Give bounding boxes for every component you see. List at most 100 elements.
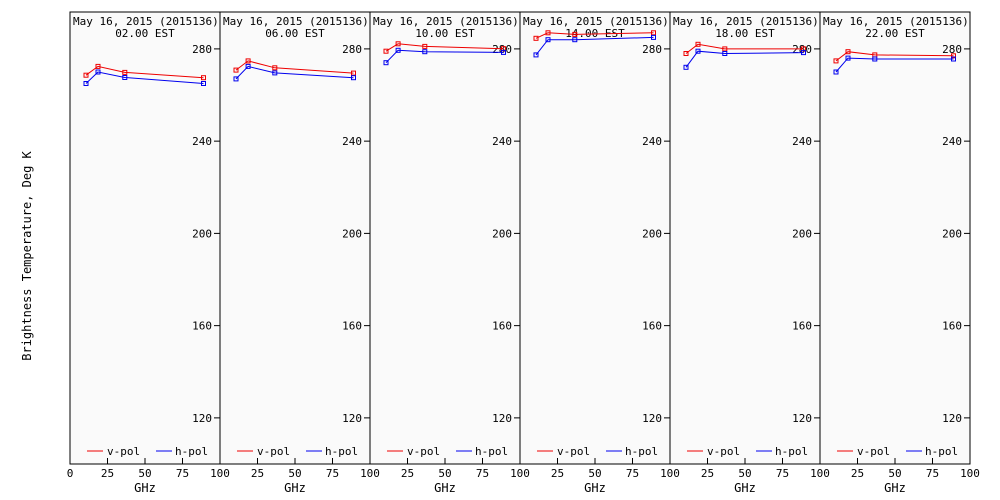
x-tick-label: 50	[588, 467, 601, 480]
legend-h-pol-label: h-pol	[775, 445, 808, 458]
v-pol-point	[383, 48, 389, 54]
v-pol-point	[122, 69, 128, 75]
h-pol-point	[201, 81, 206, 86]
panel-title: May 16, 2015 (2015136)	[673, 15, 819, 28]
legend-h-pol-label: h-pol	[625, 445, 658, 458]
v-pol-point	[351, 70, 356, 76]
y-tick-label: 120	[942, 412, 962, 425]
v-pol-point	[545, 30, 551, 36]
panel-title: May 16, 2015 (2015136)	[223, 15, 369, 28]
v-pol-line	[685, 43, 804, 54]
x-tick-label: 25	[701, 467, 714, 480]
y-tick-label: 160	[492, 320, 512, 333]
x-tick-label: 75	[626, 467, 639, 480]
v-pol-point	[833, 58, 839, 64]
y-tick-label: 200	[342, 227, 362, 240]
y-tick-label: 240	[942, 135, 962, 148]
v-pol-point	[722, 46, 728, 52]
h-pol-point	[422, 49, 428, 55]
h-pol-line	[685, 50, 804, 68]
y-tick-label: 280	[642, 43, 662, 56]
h-pol-point	[245, 63, 251, 69]
x-axis-label: GHz	[134, 481, 156, 495]
panel-3: May 16, 2015 (2015136)10.00 EST 120 160 200…	[369, 11, 530, 495]
legend-v-pol-label: v-pol	[857, 445, 890, 458]
h-pol-point	[872, 56, 878, 62]
h-pol-line	[85, 71, 204, 84]
y-tick-label: 120	[492, 412, 512, 425]
v-pol-point	[395, 41, 401, 47]
h-pol-point	[383, 60, 389, 66]
x-tick-label: 100	[660, 467, 680, 480]
legend-h-pol-label: h-pol	[925, 445, 958, 458]
v-pol-point	[695, 41, 701, 47]
h-pol-point	[95, 69, 101, 75]
v-pol-point	[201, 75, 206, 81]
h-pol-line	[835, 57, 954, 73]
v-pol-line	[835, 51, 954, 62]
h-pol-point	[695, 48, 701, 54]
panel-6: May 16, 2015 (2015136)22.00 EST 120 160 200…	[819, 11, 980, 495]
panel-2: May 16, 2015 (2015136)06.00 EST 120 160 200…	[219, 11, 380, 495]
panel-subtitle: 10.00 EST	[415, 27, 475, 40]
h-pol-point	[651, 34, 656, 40]
x-tick-label: 50	[138, 467, 151, 480]
h-pol-point	[833, 69, 839, 75]
x-tick-label: 100	[960, 467, 980, 480]
panel-title: May 16, 2015 (2015136)	[373, 15, 519, 28]
v-pol-point	[845, 49, 851, 55]
y-tick-label: 240	[642, 135, 662, 148]
v-pol-line	[85, 65, 204, 79]
panel-title: May 16, 2015 (2015136)	[73, 15, 219, 28]
h-pol-point	[122, 75, 128, 80]
x-tick-label: 25	[251, 467, 264, 480]
x-tick-label: 75	[776, 467, 789, 480]
h-pol-point	[395, 47, 401, 53]
h-pol-line	[385, 49, 504, 64]
y-tick-label: 200	[192, 227, 212, 240]
y-tick-label: 120	[192, 412, 212, 425]
h-pol-point	[683, 64, 689, 70]
h-pol-point	[951, 56, 956, 62]
panel-subtitle: 06.00 EST	[265, 27, 325, 40]
x-tick-label: 25	[551, 467, 564, 480]
x-tick-label: 100	[810, 467, 830, 480]
y-tick-label: 240	[342, 135, 362, 148]
x-axis-label: GHz	[434, 481, 456, 495]
y-tick-label: 160	[642, 320, 662, 333]
x-tick-label: 50	[888, 467, 901, 480]
v-pol-point	[422, 43, 428, 49]
v-pol-point	[651, 30, 656, 36]
panel-subtitle: 02.00 EST	[115, 27, 175, 40]
v-pol-point	[233, 67, 239, 73]
x-tick-label: 50	[288, 467, 301, 480]
y-tick-label: 160	[792, 320, 812, 333]
x-tick-label: 25	[401, 467, 414, 480]
h-pol-point	[83, 81, 89, 86]
y-tick-label: 240	[792, 135, 812, 148]
v-pol-point	[683, 51, 689, 56]
v-pol-point	[572, 31, 578, 37]
v-pol-point	[272, 65, 278, 71]
x-tick-label: 25	[101, 467, 114, 480]
y-tick-label: 240	[492, 135, 512, 148]
y-tick-label: 200	[642, 227, 662, 240]
x-axis-label: GHz	[734, 481, 756, 495]
legend-v-pol-label: v-pol	[407, 445, 440, 458]
panel-frame	[669, 11, 821, 465]
y-axis-label: Brightness Temperature, Deg K	[20, 150, 34, 360]
panel-title: May 16, 2015 (2015136)	[823, 15, 969, 28]
v-pol-point	[245, 58, 251, 64]
y-tick-label: 200	[792, 227, 812, 240]
y-tick-label: 200	[942, 227, 962, 240]
x-axis-label: GHz	[884, 481, 906, 495]
v-pol-line	[535, 32, 654, 39]
panel-subtitle: 22.00 EST	[865, 27, 925, 40]
h-pol-point	[572, 37, 578, 43]
h-pol-point	[801, 50, 806, 56]
legend-v-pol-label: v-pol	[557, 445, 590, 458]
x-tick-label: 75	[476, 467, 489, 480]
y-tick-label: 160	[942, 320, 962, 333]
x-tick-label: 50	[438, 467, 451, 480]
